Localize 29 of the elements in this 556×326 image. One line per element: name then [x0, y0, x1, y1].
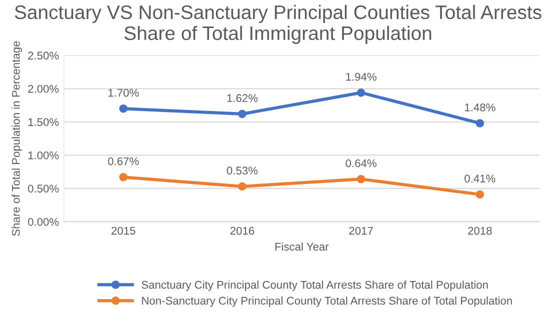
data-label: 1.94% [346, 72, 376, 81]
point [476, 119, 484, 128]
point [119, 172, 128, 182]
point [476, 190, 484, 199]
point [238, 110, 246, 118]
x-tick-label: 2015 [112, 226, 136, 235]
point [238, 182, 246, 191]
data-label: 0.41% [464, 174, 496, 182]
y-tick-label: 2.50% [28, 52, 59, 60]
data-label: 1.62% [227, 94, 258, 102]
x-axis-title: Fiscal Year [275, 242, 329, 251]
data-label: 0.53% [226, 166, 258, 175]
legend-label: Non-Sanctuary City Principal County Total Arrests Share of Total Population [142, 296, 512, 307]
data-label: 1.70% [108, 88, 139, 97]
y-tick-label: 1.00% [28, 151, 59, 160]
x-tick-label: 2016 [230, 226, 254, 235]
data-label: 0.67% [108, 157, 139, 166]
y-tick-label: 1.50% [28, 118, 59, 126]
data-label: 1.48% [464, 103, 496, 112]
x-tick-label: 2018 [468, 226, 492, 235]
data-label: 0.64% [346, 159, 376, 168]
point [119, 104, 128, 113]
y-tick-label: 0.50% [28, 184, 59, 193]
legend-label: Sanctuary City Principal County Total Arrests Share of Total Population [142, 280, 488, 291]
y-tick-label: 2.00% [28, 84, 59, 93]
y-tick-label: 0.00% [28, 218, 59, 226]
x-tick-label: 2017 [349, 226, 373, 235]
point [356, 88, 366, 97]
point [356, 174, 366, 184]
